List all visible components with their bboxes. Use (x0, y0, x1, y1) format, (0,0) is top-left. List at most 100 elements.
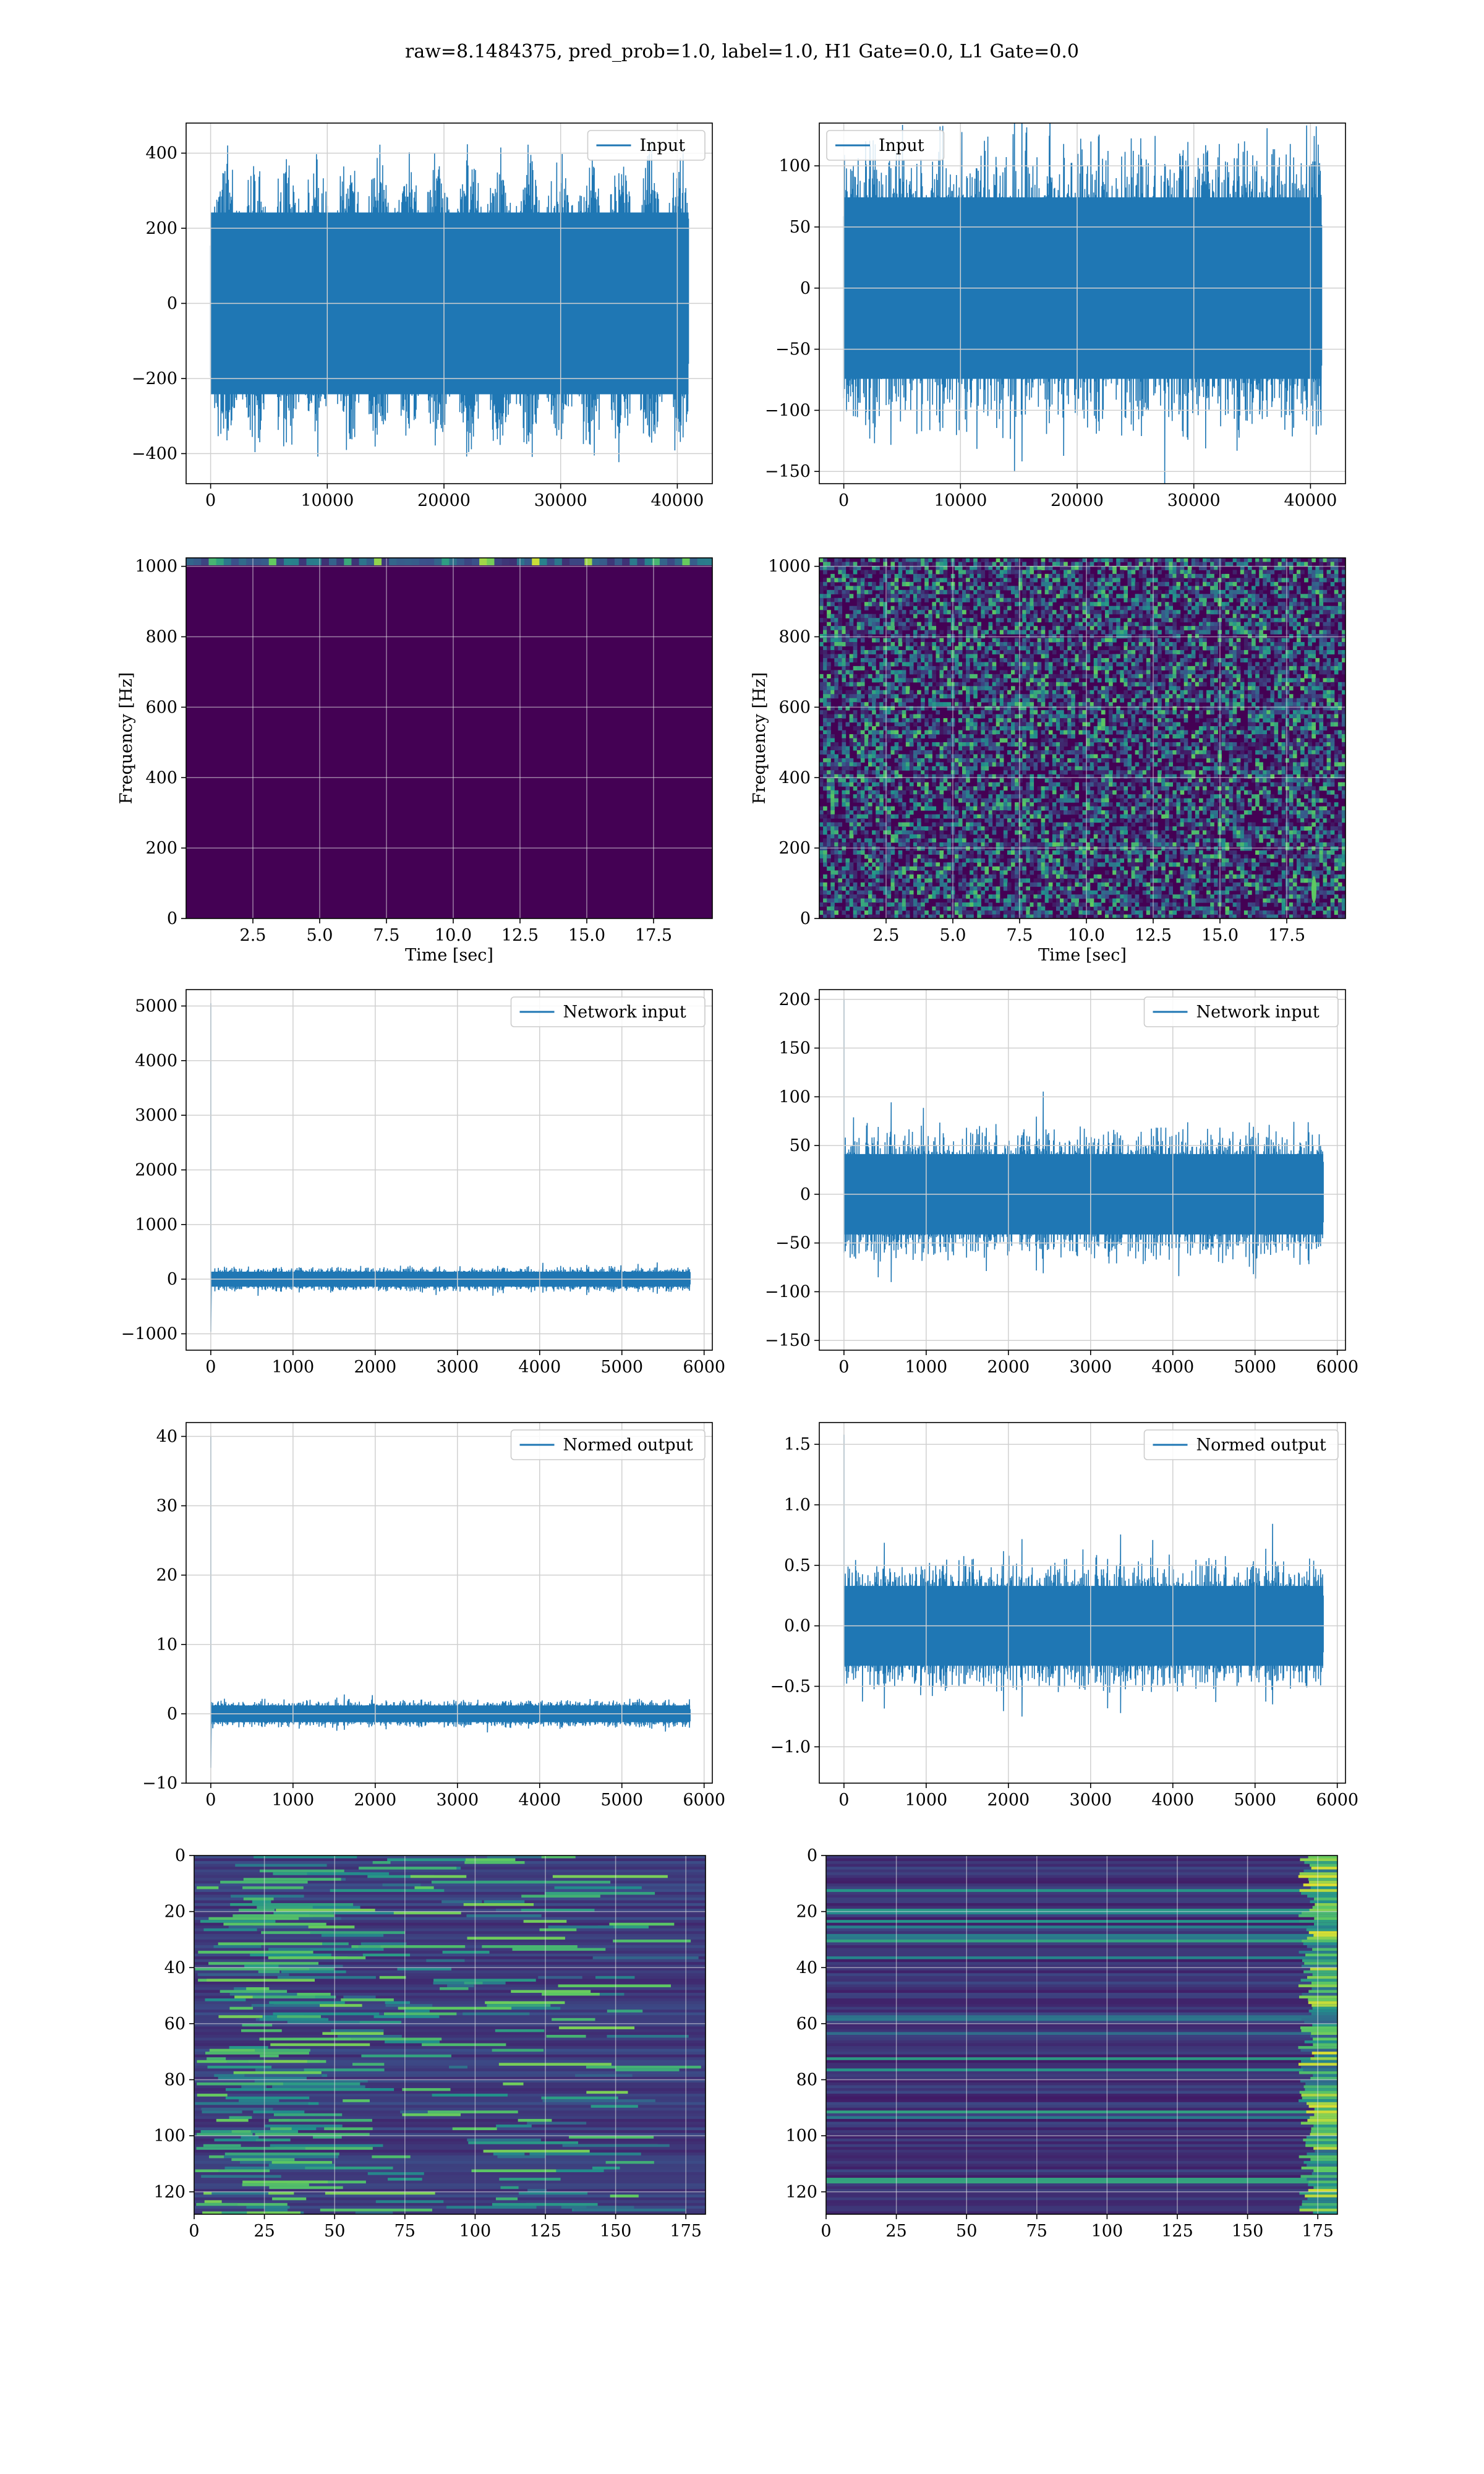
heatmap-cell (1221, 614, 1226, 618)
heatmap-cell (1026, 614, 1030, 618)
heatmap-cell (970, 657, 974, 663)
heatmap-cell (1183, 581, 1188, 586)
heatmap-cell (1101, 722, 1106, 727)
heatmap-cell (1007, 606, 1012, 610)
heatmap-cell (1011, 754, 1015, 759)
heatmap-cell (1048, 573, 1053, 578)
heatmap-cell (1109, 638, 1113, 643)
heatmap-cell (853, 738, 858, 743)
heatmap-cell (1221, 602, 1226, 607)
heatmap-cell (894, 710, 899, 715)
heatmap-cell (890, 710, 895, 715)
heatmap-cell (1120, 678, 1124, 683)
heatmap-cell (1323, 682, 1328, 687)
heatmap-cell (872, 570, 876, 575)
heatmap-cell (1252, 702, 1256, 707)
heatmap-cell (1044, 674, 1049, 678)
heatmap-cell (1101, 738, 1106, 743)
heatmap-cell (1229, 662, 1234, 667)
heatmap-cell (1206, 670, 1211, 675)
heatmap-cell (1030, 726, 1034, 731)
heatmap-cell (966, 726, 970, 731)
heatmap-cell (849, 670, 854, 675)
heatmap-cell (1203, 766, 1207, 771)
heatmap-cell (1330, 646, 1335, 651)
heatmap-cell (928, 630, 932, 635)
heatmap-cell (883, 746, 888, 751)
heatmap-cell (819, 726, 824, 731)
heatmap-cell (1315, 698, 1320, 703)
heatmap-cell (856, 738, 861, 743)
heatmap-cell (838, 622, 843, 627)
heatmap-cell (1289, 686, 1294, 691)
heatmap-cell (1240, 602, 1245, 607)
heatmap-cell (1015, 618, 1019, 623)
heatmap-cell (1326, 762, 1331, 767)
heatmap-cell (1161, 750, 1166, 755)
heatmap-cell (1033, 573, 1038, 578)
heatmap-cell (1296, 630, 1301, 635)
heatmap-cell (981, 766, 986, 771)
heatmap-cell (1153, 626, 1158, 631)
heatmap-cell (1124, 694, 1128, 699)
heatmap-cell (883, 702, 888, 707)
heatmap-cell (834, 565, 838, 571)
heatmap-cell (1120, 586, 1124, 591)
heatmap-cell (1060, 678, 1064, 683)
heatmap-cell (1285, 594, 1290, 599)
heatmap-cell (1097, 718, 1102, 723)
heatmap-cell (1308, 754, 1312, 759)
heatmap-cell (1225, 670, 1230, 675)
heatmap-cell (1259, 573, 1263, 578)
heatmap-cell (936, 646, 940, 651)
heatmap-cell (1274, 702, 1279, 707)
heatmap-cell (1127, 678, 1132, 683)
heatmap-cell (1101, 602, 1106, 607)
heatmap-cell (954, 766, 959, 771)
heatmap-cell (984, 686, 989, 691)
heatmap-cell (1097, 638, 1102, 643)
heatmap-cell (853, 682, 858, 687)
heatmap-cell (1319, 642, 1324, 647)
heatmap-cell (1225, 738, 1230, 743)
heatmap-cell (1030, 570, 1034, 575)
heatmap-cell (1180, 570, 1185, 575)
heatmap-cell (644, 558, 653, 565)
heatmap-cell (1138, 674, 1143, 678)
axes-frame (186, 557, 713, 919)
heatmap-cell (1041, 714, 1046, 719)
heatmap-cell (1112, 722, 1117, 727)
heatmap-cell (988, 706, 993, 711)
heatmap-cell (924, 642, 929, 647)
heatmap-cell (966, 646, 970, 651)
heatmap-cell (988, 662, 993, 667)
heatmap-cell (853, 742, 858, 747)
heatmap-cell (1165, 706, 1169, 711)
heatmap-cell (1015, 589, 1019, 594)
heatmap-cell (1308, 682, 1312, 687)
heatmap-cell (1015, 702, 1019, 707)
heatmap-cell (1266, 649, 1271, 655)
heatmap-cell (1060, 738, 1064, 743)
heatmap-cell (1326, 614, 1331, 618)
heatmap-cell (1052, 649, 1057, 655)
heatmap-cell (879, 742, 884, 747)
heatmap-cell (1263, 754, 1267, 759)
heatmap-cell (913, 734, 918, 739)
heatmap-cell (1191, 670, 1196, 675)
heatmap-cell (1270, 690, 1275, 695)
heatmap-cell (1315, 742, 1320, 747)
heatmap-cell (1176, 722, 1181, 727)
heatmap-cell (872, 646, 876, 651)
heatmap-cell (1326, 597, 1331, 602)
heatmap-cell (842, 657, 846, 663)
heatmap-cell (1033, 742, 1038, 747)
heatmap-cell (1078, 657, 1083, 663)
heatmap-cell (1048, 670, 1053, 675)
heatmap-cell (890, 586, 895, 591)
heatmap-cell (879, 578, 884, 583)
heatmap-cell (1055, 750, 1060, 755)
heatmap-cell (1292, 746, 1297, 751)
heatmap-cell (1041, 562, 1046, 567)
heatmap-cell (1041, 626, 1046, 631)
